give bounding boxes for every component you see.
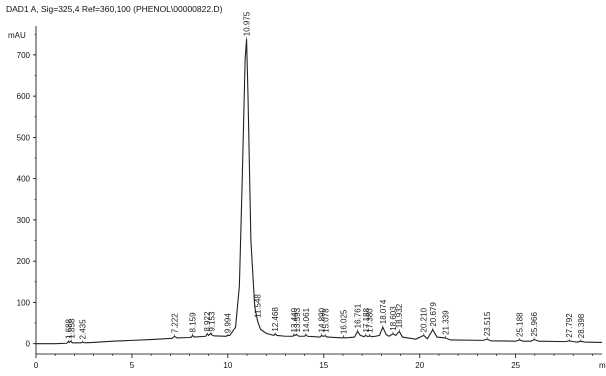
y-axis-label: mAU	[8, 31, 26, 40]
peak-label: 17.188	[362, 307, 371, 332]
y-tick-label: 100	[17, 298, 31, 307]
peak-label: 15.078	[321, 308, 330, 333]
x-tick-label: 10	[223, 361, 232, 370]
peak-label: 13.593	[293, 307, 302, 332]
y-tick-label: 600	[17, 92, 31, 101]
peak-label: 20.679	[429, 302, 438, 327]
x-tick-label: 0	[34, 361, 39, 370]
y-tick-label: 500	[17, 133, 31, 142]
peak-label: 12.468	[271, 307, 280, 332]
peak-label: 20.210	[420, 307, 429, 332]
peak-label: 17.380	[365, 308, 374, 333]
peak-label: 16.025	[339, 309, 348, 334]
peak-label: 11.548	[254, 294, 263, 318]
x-tick-label: 25	[511, 361, 520, 370]
peak-label: 18.932	[395, 303, 404, 328]
x-tick-label: 5	[130, 361, 135, 370]
y-tick-label: 300	[17, 216, 31, 225]
peak-label: 8.922	[203, 311, 212, 332]
peak-label: 14.890	[318, 307, 327, 332]
peak-label: 16.761	[354, 303, 363, 328]
y-tick-label: 700	[17, 51, 31, 60]
peak-label: 21.339	[441, 310, 450, 335]
peak-label: 18.074	[379, 299, 388, 324]
peak-label: 25.966	[530, 312, 539, 337]
x-tick-label: 15	[319, 361, 328, 370]
peak-label: 25.188	[515, 312, 524, 337]
peak-label: 2.435	[79, 319, 88, 340]
peak-label: 1.688	[64, 318, 73, 339]
peak-label: 9.994	[224, 313, 233, 334]
peak-label: 27.792	[565, 313, 574, 338]
peak-label: 7.222	[171, 313, 180, 334]
chromatogram-trace	[36, 39, 603, 345]
y-tick-label: 400	[17, 175, 31, 184]
peak-label: 28.398	[577, 313, 586, 338]
chart-title: DAD1 A, Sig=325,4 Ref=360,100 (PHENOL\00…	[6, 4, 223, 14]
x-tick-label: 20	[415, 361, 424, 370]
y-tick-label: 0	[26, 340, 31, 349]
peak-label: 9.153	[208, 311, 217, 332]
peak-label: 13.440	[290, 307, 299, 332]
peak-label: 10.975	[243, 11, 252, 36]
y-tick-label: 200	[17, 257, 31, 266]
peak-label: 18.603	[389, 306, 398, 331]
peak-label: 8.159	[189, 312, 198, 333]
x-axis-label: m	[599, 361, 606, 370]
peak-label: 1.858	[68, 318, 77, 339]
peak-label: 14.061	[302, 307, 311, 332]
peak-label: 23.515	[483, 311, 492, 336]
